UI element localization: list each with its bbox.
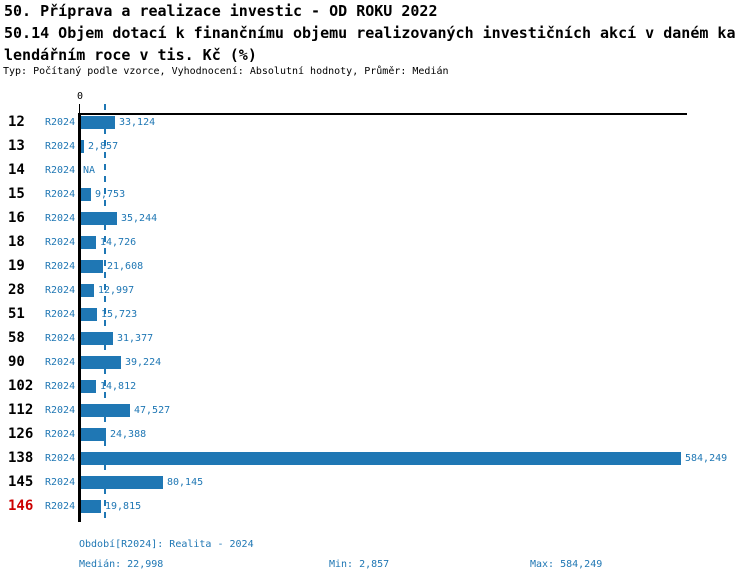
footer-period-label: Období[R2024]: Realita - 2024 xyxy=(79,539,254,550)
bar xyxy=(81,140,84,153)
bar xyxy=(81,356,121,369)
bar-value-label: NA xyxy=(83,165,96,176)
bar-value-label: 14,726 xyxy=(100,237,137,248)
bar xyxy=(81,428,106,441)
bar xyxy=(81,476,163,489)
row-category-label: 19 xyxy=(8,258,25,274)
row-series-label: R2024 xyxy=(45,261,76,272)
row-series-label: R2024 xyxy=(45,381,76,392)
bar xyxy=(81,404,130,417)
bar xyxy=(81,236,96,249)
bar-value-label: 35,244 xyxy=(121,213,158,224)
row-category-label: 126 xyxy=(8,426,34,442)
bar xyxy=(81,260,103,273)
footer-min-label: Min: 2,857 xyxy=(329,559,390,570)
footer-median-label: Medián: 22,998 xyxy=(79,559,164,570)
bar-value-label: 31,377 xyxy=(117,333,154,344)
chart-title-line3: lendářním roce v tis. Kč (%) xyxy=(4,46,257,64)
row-series-label: R2024 xyxy=(45,213,76,224)
row-category-label: 102 xyxy=(8,378,34,394)
row-series-label: R2024 xyxy=(45,501,76,512)
bar xyxy=(81,116,115,129)
bar-value-label: 47,527 xyxy=(134,405,171,416)
y-axis-line xyxy=(78,113,81,522)
row-series-label: R2024 xyxy=(45,141,76,152)
chart-title-line1: 50. Příprava a realizace investic - OD R… xyxy=(4,2,438,20)
row-series-label: R2024 xyxy=(45,477,76,488)
bar-value-label: 80,145 xyxy=(167,477,204,488)
bar xyxy=(81,188,91,201)
footer-max-label: Max: 584,249 xyxy=(530,559,603,570)
bar-value-label: 9,753 xyxy=(95,189,126,200)
row-category-label: 14 xyxy=(8,162,25,178)
row-category-label: 146 xyxy=(8,498,34,514)
bar-value-label: 24,388 xyxy=(110,429,147,440)
chart-title-line2: 50.14 Objem dotací k finančnímu objemu r… xyxy=(4,24,736,42)
row-category-label: 51 xyxy=(8,306,25,322)
bar-value-label: 15,723 xyxy=(101,309,138,320)
row-category-label: 58 xyxy=(8,330,25,346)
row-series-label: R2024 xyxy=(45,285,76,296)
row-category-label: 112 xyxy=(8,402,34,418)
bar-value-label: 19,815 xyxy=(105,501,142,512)
bar-value-label: 14,812 xyxy=(100,381,137,392)
row-series-label: R2024 xyxy=(45,453,76,464)
bar-value-label: 584,249 xyxy=(685,453,728,464)
bar xyxy=(81,500,101,513)
bar xyxy=(81,452,681,465)
row-category-label: 138 xyxy=(8,450,34,466)
axis-zero-label: 0 xyxy=(76,91,84,102)
bar-value-label: 33,124 xyxy=(119,117,156,128)
row-series-label: R2024 xyxy=(45,357,76,368)
row-series-label: R2024 xyxy=(45,405,76,416)
row-category-label: 16 xyxy=(8,210,25,226)
bar xyxy=(81,308,97,321)
bar-value-label: 2,857 xyxy=(88,141,119,152)
row-series-label: R2024 xyxy=(45,429,76,440)
bar-value-label: 12,997 xyxy=(98,285,135,296)
bar-value-label: 39,224 xyxy=(125,357,162,368)
row-category-label: 15 xyxy=(8,186,25,202)
row-series-label: R2024 xyxy=(45,165,76,176)
axis-zero-tick xyxy=(79,104,80,113)
bar xyxy=(81,284,94,297)
bar xyxy=(81,380,96,393)
row-series-label: R2024 xyxy=(45,189,76,200)
row-category-label: 12 xyxy=(8,114,25,130)
row-series-label: R2024 xyxy=(45,309,76,320)
bar xyxy=(81,212,117,225)
x-axis-line xyxy=(78,113,687,115)
row-category-label: 18 xyxy=(8,234,25,250)
row-category-label: 145 xyxy=(8,474,34,490)
row-category-label: 90 xyxy=(8,354,25,370)
chart-subtitle: Typ: Počítaný podle vzorce, Vyhodnocení:… xyxy=(3,66,449,77)
row-series-label: R2024 xyxy=(45,333,76,344)
row-series-label: R2024 xyxy=(45,117,76,128)
row-series-label: R2024 xyxy=(45,237,76,248)
row-category-label: 28 xyxy=(8,282,25,298)
row-category-label: 13 xyxy=(8,138,25,154)
bar-value-label: 21,608 xyxy=(107,261,144,272)
median-line xyxy=(104,104,106,523)
bar xyxy=(81,332,113,345)
